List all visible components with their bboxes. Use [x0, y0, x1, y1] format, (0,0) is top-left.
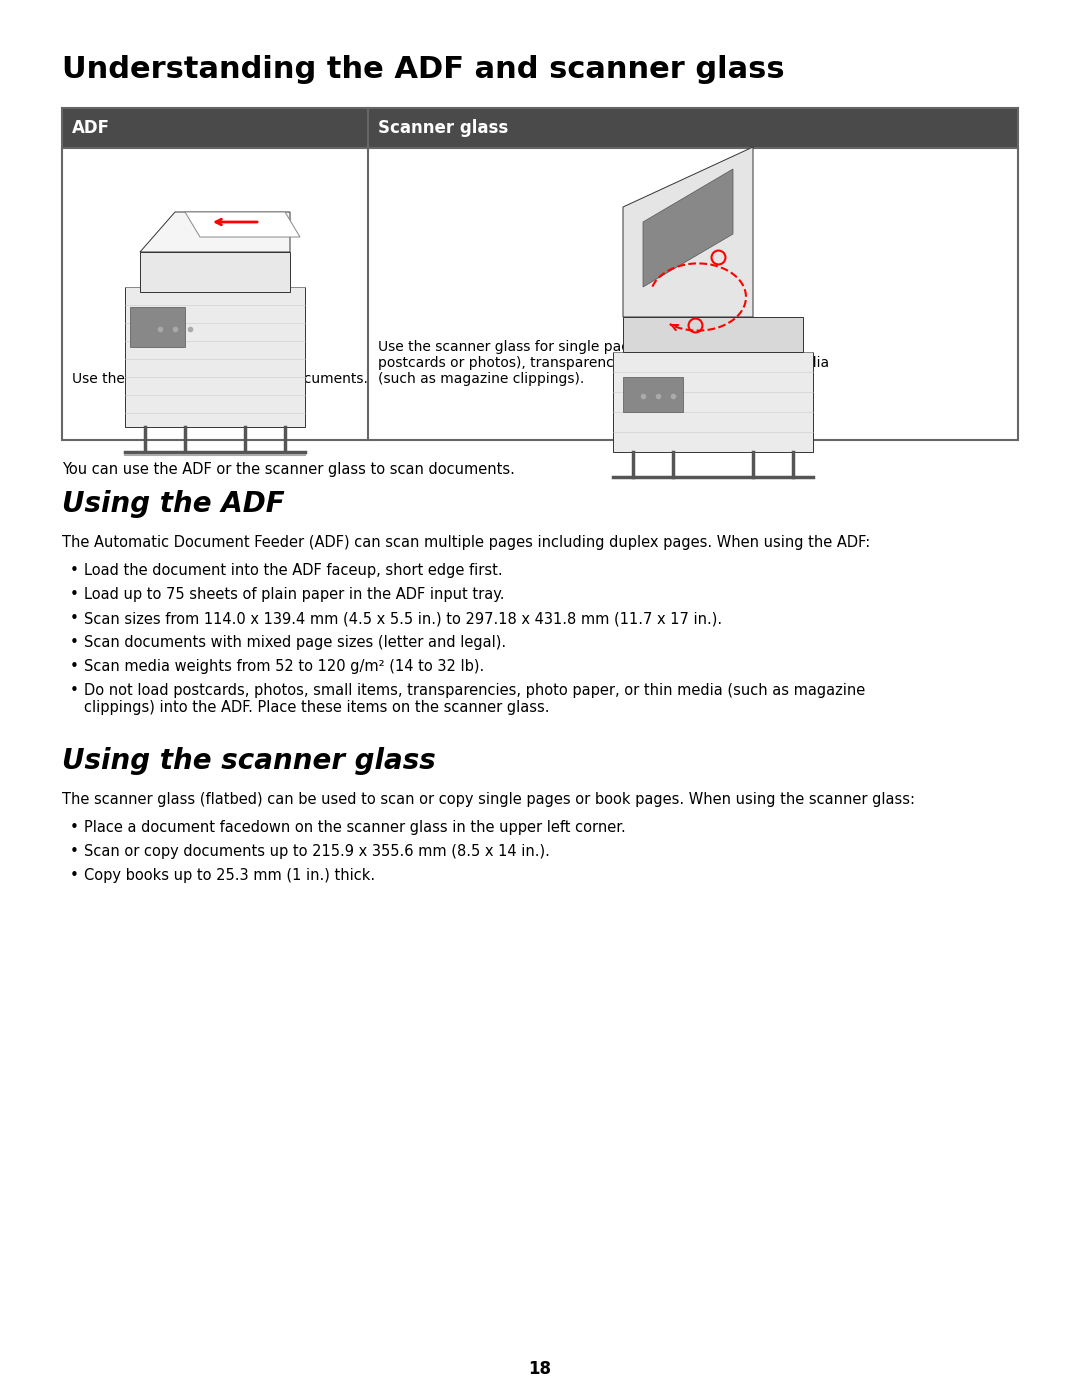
Polygon shape	[140, 212, 291, 251]
Text: Use the ADF for multiple-page documents.: Use the ADF for multiple-page documents.	[72, 372, 368, 386]
Text: Load the document into the ADF faceup, short edge first.: Load the document into the ADF faceup, s…	[84, 563, 502, 578]
Text: •: •	[70, 844, 79, 859]
Text: Scan or copy documents up to 215.9 x 355.6 mm (8.5 x 14 in.).: Scan or copy documents up to 215.9 x 355…	[84, 844, 550, 859]
Text: Understanding the ADF and scanner glass: Understanding the ADF and scanner glass	[62, 54, 785, 84]
Text: •: •	[70, 659, 79, 673]
FancyBboxPatch shape	[613, 352, 813, 453]
Text: Place a document facedown on the scanner glass in the upper left corner.: Place a document facedown on the scanner…	[84, 820, 625, 835]
Polygon shape	[623, 147, 753, 317]
Text: The scanner glass (flatbed) can be used to scan or copy single pages or book pag: The scanner glass (flatbed) can be used …	[62, 792, 915, 807]
Text: Do not load postcards, photos, small items, transparencies, photo paper, or thin: Do not load postcards, photos, small ite…	[84, 683, 865, 715]
Text: •: •	[70, 587, 79, 602]
Text: Using the scanner glass: Using the scanner glass	[62, 747, 435, 775]
Polygon shape	[185, 212, 300, 237]
Text: 18: 18	[528, 1361, 552, 1377]
Text: Scan sizes from 114.0 x 139.4 mm (4.5 x 5.5 in.) to 297.18 x 431.8 mm (11.7 x 17: Scan sizes from 114.0 x 139.4 mm (4.5 x …	[84, 610, 723, 626]
FancyBboxPatch shape	[130, 307, 185, 346]
FancyBboxPatch shape	[140, 251, 291, 292]
FancyBboxPatch shape	[62, 108, 1018, 148]
Text: •: •	[70, 563, 79, 578]
Text: •: •	[70, 683, 79, 698]
Polygon shape	[643, 169, 733, 286]
Text: Scan documents with mixed page sizes (letter and legal).: Scan documents with mixed page sizes (le…	[84, 636, 507, 650]
FancyBboxPatch shape	[623, 377, 683, 412]
Text: You can use the ADF or the scanner glass to scan documents.: You can use the ADF or the scanner glass…	[62, 462, 515, 476]
Text: •: •	[70, 610, 79, 626]
Text: Scanner glass: Scanner glass	[378, 119, 509, 137]
Text: •: •	[70, 868, 79, 883]
Text: The Automatic Document Feeder (ADF) can scan multiple pages including duplex pag: The Automatic Document Feeder (ADF) can …	[62, 535, 870, 550]
Text: Using the ADF: Using the ADF	[62, 490, 285, 518]
Text: •: •	[70, 636, 79, 650]
FancyBboxPatch shape	[623, 317, 804, 352]
Text: ADF: ADF	[72, 119, 110, 137]
FancyBboxPatch shape	[125, 286, 305, 427]
Text: •: •	[70, 820, 79, 835]
Text: Load up to 75 sheets of plain paper in the ADF input tray.: Load up to 75 sheets of plain paper in t…	[84, 587, 504, 602]
Text: Copy books up to 25.3 mm (1 in.) thick.: Copy books up to 25.3 mm (1 in.) thick.	[84, 868, 375, 883]
FancyBboxPatch shape	[62, 148, 1018, 440]
Text: Use the scanner glass for single pages, small items (such as
postcards or photos: Use the scanner glass for single pages, …	[378, 339, 829, 387]
Text: Scan media weights from 52 to 120 g/m² (14 to 32 lb).: Scan media weights from 52 to 120 g/m² (…	[84, 659, 484, 673]
